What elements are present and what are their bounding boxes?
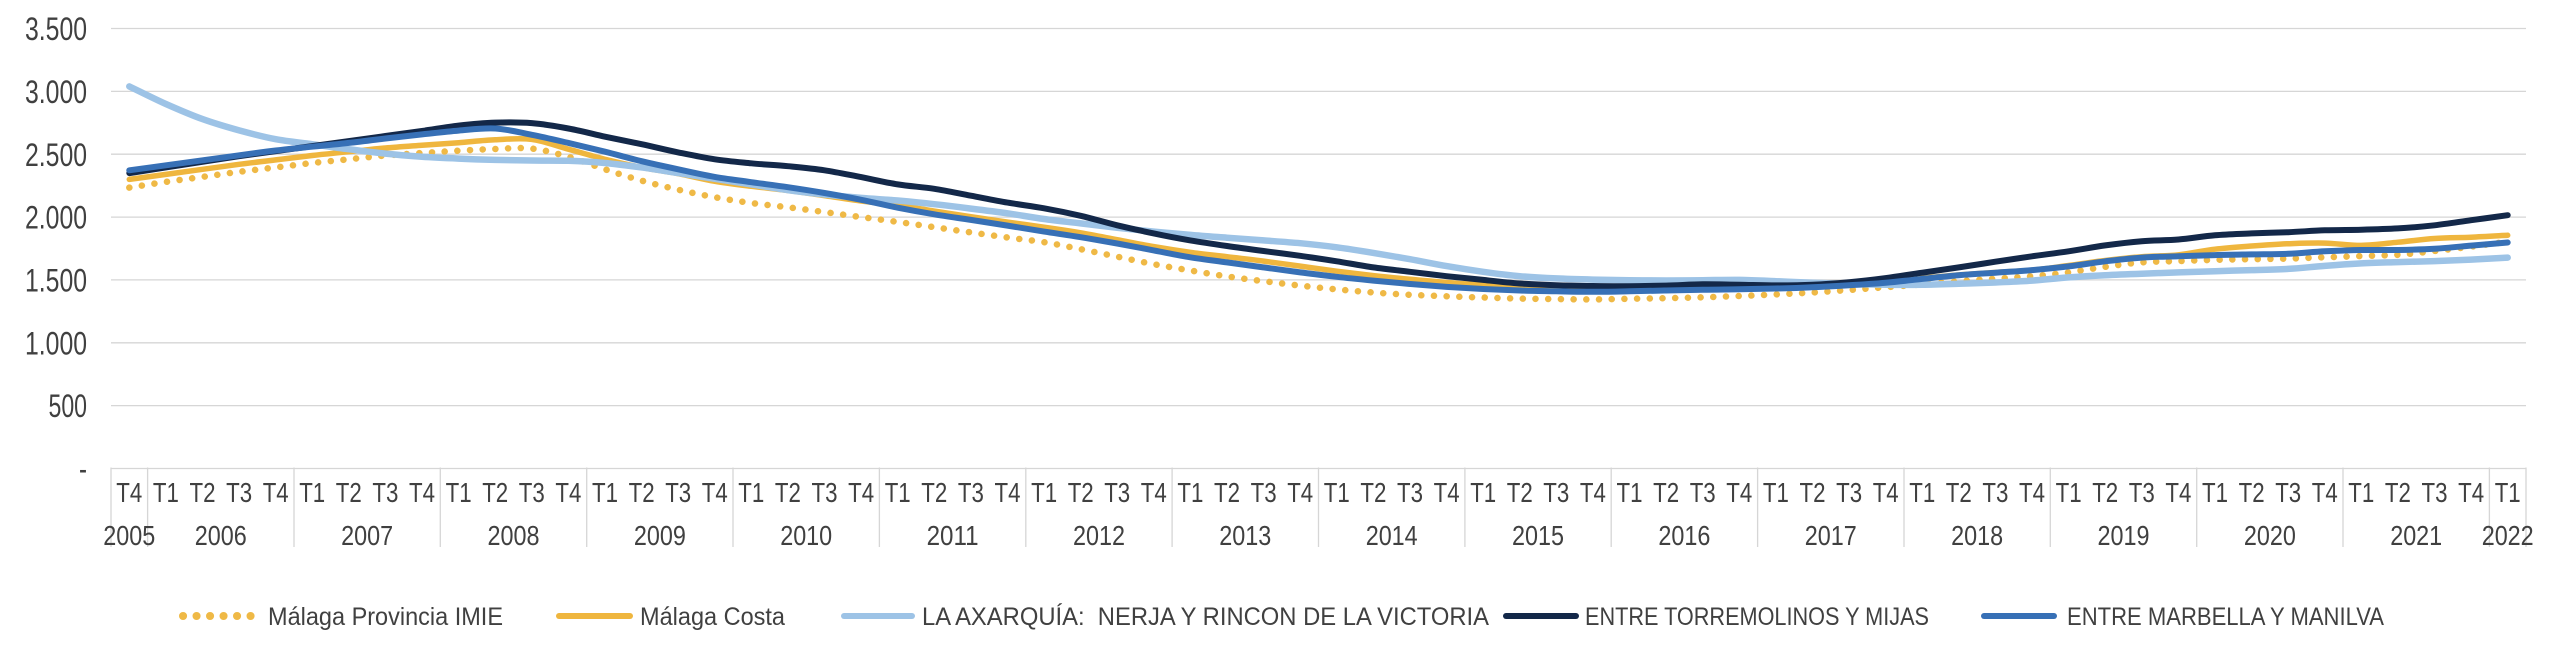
svg-text:T3: T3 (226, 477, 252, 508)
svg-text:2022: 2022 (2482, 520, 2534, 551)
svg-text:2011: 2011 (927, 520, 979, 551)
svg-text:T2: T2 (336, 477, 362, 508)
svg-text:2020: 2020 (2244, 520, 2296, 551)
svg-text:T2: T2 (2239, 477, 2265, 508)
svg-text:T3: T3 (1104, 477, 1130, 508)
svg-text:3.500: 3.500 (25, 11, 87, 47)
svg-text:2012: 2012 (1073, 520, 1125, 551)
svg-text:T4: T4 (2019, 477, 2045, 508)
svg-text:2.500: 2.500 (25, 137, 87, 173)
svg-text:T3: T3 (958, 477, 984, 508)
svg-text:2009: 2009 (634, 520, 686, 551)
svg-text:T4: T4 (555, 477, 581, 508)
svg-text:T4: T4 (1287, 477, 1313, 508)
svg-text:T4: T4 (1873, 477, 1899, 508)
svg-text:T3: T3 (665, 477, 691, 508)
svg-text:T4: T4 (2312, 477, 2338, 508)
svg-text:2016: 2016 (1658, 520, 1710, 551)
svg-text:T1: T1 (2056, 477, 2082, 508)
svg-text:2018: 2018 (1951, 520, 2003, 551)
svg-text:T1: T1 (1177, 477, 1203, 508)
svg-text:T3: T3 (2129, 477, 2155, 508)
svg-text:T4: T4 (995, 477, 1021, 508)
svg-text:-: - (79, 451, 87, 487)
svg-text:T2: T2 (775, 477, 801, 508)
svg-text:T2: T2 (1946, 477, 1972, 508)
svg-text:T1: T1 (2202, 477, 2228, 508)
svg-text:T1: T1 (1470, 477, 1496, 508)
svg-text:T1: T1 (446, 477, 472, 508)
svg-text:T3: T3 (519, 477, 545, 508)
svg-text:2019: 2019 (2098, 520, 2150, 551)
svg-text:T4: T4 (2458, 477, 2484, 508)
svg-text:T3: T3 (1836, 477, 1862, 508)
svg-text:T1: T1 (299, 477, 325, 508)
svg-text:T2: T2 (2092, 477, 2118, 508)
svg-text:T3: T3 (1982, 477, 2008, 508)
svg-text:T4: T4 (1434, 477, 1460, 508)
svg-text:T3: T3 (1397, 477, 1423, 508)
svg-text:T3: T3 (1251, 477, 1277, 508)
svg-text:T3: T3 (812, 477, 838, 508)
svg-text:2013: 2013 (1219, 520, 1271, 551)
svg-text:500: 500 (49, 388, 88, 424)
svg-text:T2: T2 (629, 477, 655, 508)
svg-text:T1: T1 (2495, 477, 2521, 508)
svg-text:T1: T1 (885, 477, 911, 508)
svg-text:T2: T2 (2385, 477, 2411, 508)
svg-text:2010: 2010 (780, 520, 832, 551)
svg-text:T4: T4 (848, 477, 874, 508)
svg-text:T1: T1 (592, 477, 618, 508)
svg-text:T4: T4 (1141, 477, 1167, 508)
svg-text:2021: 2021 (2390, 520, 2442, 551)
svg-text:2017: 2017 (1805, 520, 1857, 551)
svg-text:T2: T2 (190, 477, 216, 508)
svg-text:T1: T1 (153, 477, 179, 508)
svg-text:T1: T1 (2348, 477, 2374, 508)
svg-text:T2: T2 (1507, 477, 1533, 508)
svg-text:T3: T3 (372, 477, 398, 508)
svg-text:T1: T1 (1031, 477, 1057, 508)
svg-text:T1: T1 (1324, 477, 1350, 508)
svg-text:T1: T1 (738, 477, 764, 508)
svg-text:T2: T2 (921, 477, 947, 508)
svg-text:2006: 2006 (195, 520, 247, 551)
svg-text:2008: 2008 (488, 520, 540, 551)
svg-text:T3: T3 (2275, 477, 2301, 508)
svg-text:T4: T4 (2165, 477, 2191, 508)
svg-text:ENTRE TORREMOLINOS Y MIJAS: ENTRE TORREMOLINOS Y MIJAS (1585, 603, 1929, 631)
svg-text:T2: T2 (482, 477, 508, 508)
svg-text:T1: T1 (1909, 477, 1935, 508)
svg-text:T2: T2 (1068, 477, 1094, 508)
svg-text:2005: 2005 (103, 520, 155, 551)
svg-text:2.000: 2.000 (25, 200, 87, 236)
svg-text:T2: T2 (1214, 477, 1240, 508)
svg-text:T2: T2 (1800, 477, 1826, 508)
svg-text:ENTRE MARBELLA Y MANILVA: ENTRE MARBELLA Y MANILVA (2067, 603, 2384, 631)
svg-text:T3: T3 (1690, 477, 1716, 508)
svg-text:1.000: 1.000 (25, 325, 87, 361)
svg-text:1.500: 1.500 (25, 262, 87, 298)
svg-text:T3: T3 (1543, 477, 1569, 508)
svg-text:T4: T4 (1580, 477, 1606, 508)
svg-text:3.000: 3.000 (25, 74, 87, 110)
svg-text:T4: T4 (263, 477, 289, 508)
svg-text:T4: T4 (1726, 477, 1752, 508)
svg-text:Málaga Costa: Málaga Costa (640, 603, 785, 631)
svg-text:T4: T4 (702, 477, 728, 508)
svg-text:T2: T2 (1653, 477, 1679, 508)
svg-text:T1: T1 (1617, 477, 1643, 508)
svg-text:T2: T2 (1360, 477, 1386, 508)
svg-text:LA AXARQUÍA: NERJA Y RINCON D: LA AXARQUÍA: NERJA Y RINCON DE LA VICTOR… (922, 602, 1489, 631)
svg-text:T4: T4 (409, 477, 435, 508)
svg-text:2014: 2014 (1366, 520, 1418, 551)
svg-text:T3: T3 (2422, 477, 2448, 508)
svg-text:T1: T1 (1763, 477, 1789, 508)
svg-text:Málaga Provincia IMIE: Málaga Provincia IMIE (268, 603, 503, 631)
svg-text:T4: T4 (116, 477, 142, 508)
svg-text:2007: 2007 (341, 520, 393, 551)
svg-text:2015: 2015 (1512, 520, 1564, 551)
